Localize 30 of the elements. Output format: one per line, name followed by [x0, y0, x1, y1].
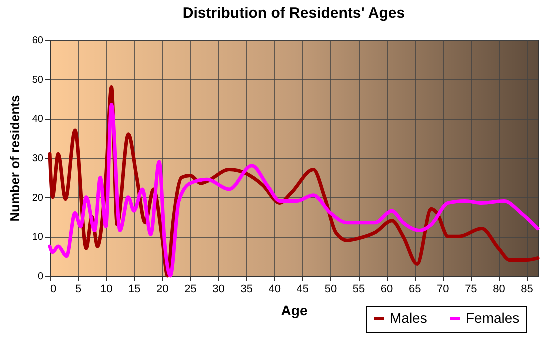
x-tick-label: 20: [156, 284, 169, 296]
x-tick-label: 15: [128, 284, 141, 296]
y-tick-label: 50: [32, 74, 44, 86]
x-tick-label: 55: [352, 284, 366, 296]
x-tick-label: 40: [268, 284, 281, 296]
y-tick-label: 20: [32, 192, 44, 204]
x-tick-label: 70: [437, 284, 450, 296]
chart-title: Distribution of Residents' Ages: [182, 5, 406, 22]
x-tick-label: 75: [465, 284, 478, 296]
legend-label: Males: [390, 310, 428, 326]
x-tick-label: 45: [296, 284, 310, 296]
x-tick-label: 25: [184, 284, 197, 296]
y-tick-label: 40: [32, 114, 44, 126]
y-tick-label: 10: [32, 232, 44, 244]
y-tick-label: 0: [38, 272, 44, 282]
x-tick-label: 10: [100, 284, 113, 296]
x-tick-label: 80: [493, 284, 506, 296]
x-tick-label: 65: [408, 284, 422, 296]
x-axis-title: Age: [281, 302, 308, 318]
y-tick-label: 30: [32, 154, 44, 164]
legend-label: Females: [466, 310, 520, 326]
y-axis-title: Number of residents: [7, 95, 22, 222]
x-tick-label: 50: [324, 284, 338, 296]
x-tick-label: 60: [380, 284, 394, 296]
y-tick-label: 60: [32, 36, 44, 46]
x-tick-label: 35: [240, 284, 253, 296]
x-tick-label: 85: [521, 284, 534, 296]
x-tick-label: 30: [212, 284, 225, 296]
x-tick-label: 5: [75, 284, 82, 296]
x-tick-label: 0: [50, 284, 57, 296]
